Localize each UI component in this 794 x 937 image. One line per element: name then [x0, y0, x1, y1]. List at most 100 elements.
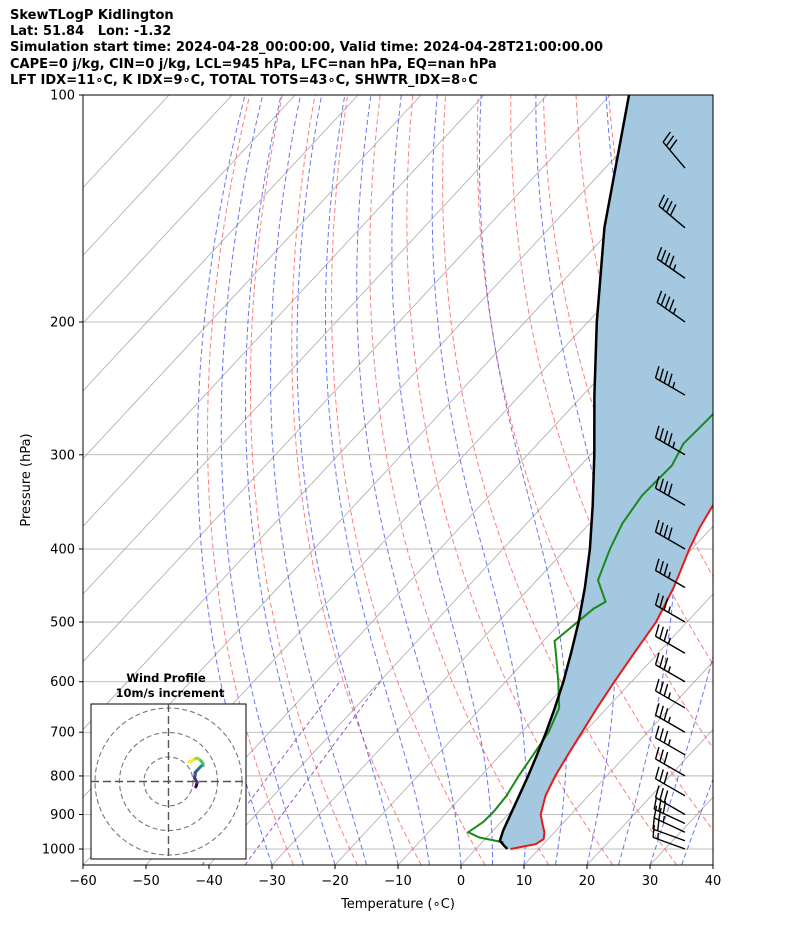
isotherm-gridline: [83, 95, 548, 595]
hodograph: [91, 704, 246, 859]
barb-flag: [663, 730, 669, 744]
moist-adiabat: [325, 95, 430, 865]
barb-flag: [662, 131, 671, 143]
barb-half-flag: [672, 441, 676, 448]
x-tick-label: 30: [642, 874, 659, 889]
wind-barb: [654, 652, 686, 683]
barb-flag: [654, 746, 660, 760]
moist-adiabat: [356, 95, 462, 865]
barb-shaft: [655, 377, 686, 396]
wind-barb: [654, 678, 686, 709]
x-tick-label: −40: [195, 874, 222, 889]
barb-flag: [667, 373, 673, 386]
moist-adiabat: [479, 95, 568, 865]
barb-flag: [668, 299, 675, 312]
barb-flag: [658, 194, 665, 207]
barb-flag: [659, 681, 664, 694]
barb-half-flag: [672, 264, 677, 271]
chart-title: SkewTLogP Kidlington: [10, 8, 174, 23]
wind-barb: [654, 365, 686, 396]
y-tick-label: 500: [50, 616, 75, 631]
barb-flag: [654, 624, 660, 637]
indices-line: LFT IDX=11∘C, K IDX=9∘C, TOTAL TOTS=43∘C…: [10, 72, 478, 88]
moist-adiabat: [681, 777, 713, 865]
dry-adiabat: [442, 95, 678, 865]
barb-shaft: [655, 487, 686, 506]
barb-flag: [659, 478, 664, 491]
y-tick-label: 200: [50, 315, 75, 330]
barb-flag: [663, 597, 669, 611]
moist-adiabat: [649, 95, 713, 865]
barb-shaft: [653, 808, 686, 825]
barb-flag: [658, 807, 662, 821]
barb-flag: [660, 293, 667, 306]
barb-flag: [663, 708, 669, 721]
wind-barb: [662, 131, 686, 169]
y-tick-label: 900: [50, 808, 75, 823]
barb-shaft: [655, 635, 686, 654]
barb-flag: [665, 135, 675, 147]
x-tick-label: 20: [579, 874, 596, 889]
barb-flag: [662, 197, 669, 210]
moist-adiabat: [745, 95, 794, 865]
barb-flag: [653, 805, 658, 818]
wind-barb: [654, 519, 686, 550]
moist-adiabat: [220, 95, 304, 865]
isotherm-gridline: [83, 95, 611, 663]
barb-flag: [654, 652, 660, 665]
dry-adiabat: [330, 95, 486, 865]
dry-adiabat: [739, 95, 794, 865]
isotherm-gridline: [712, 864, 713, 865]
y-tick-label: 700: [50, 726, 75, 741]
y-tick-label: 300: [50, 448, 75, 463]
barb-shaft: [655, 714, 686, 733]
moist-adiabat: [296, 95, 399, 865]
barb-flag: [654, 476, 660, 489]
x-tick-label: −50: [132, 874, 159, 889]
x-tick-label: −30: [258, 874, 285, 889]
wind-barb: [654, 425, 686, 456]
isotherm-gridline: [83, 95, 359, 392]
y-tick-label: 800: [50, 769, 75, 784]
inset-title: Wind Profile: [126, 671, 206, 685]
wind-barb: [654, 746, 686, 777]
barb-flag: [654, 519, 660, 533]
isotherm-gridline: [397, 525, 713, 865]
wind-barb: [652, 825, 686, 850]
x-tick-label: 0: [457, 874, 465, 889]
barb-flag: [663, 657, 669, 670]
barb-flag: [653, 796, 658, 810]
barb-flag: [659, 787, 664, 801]
barb-flag: [654, 592, 660, 606]
barb-flag: [660, 249, 667, 262]
barb-flag: [663, 771, 669, 784]
barb-flag: [654, 365, 660, 379]
barb-flag: [663, 629, 669, 642]
barb-flag: [654, 766, 660, 779]
barb-flag: [663, 430, 669, 443]
moist-adiabat: [270, 95, 367, 865]
wind-barb: [654, 558, 686, 589]
barb-flag: [654, 785, 660, 798]
wind-barb: [658, 194, 686, 229]
moist-adiabat: [535, 95, 616, 865]
parcel-shade-layer: [499, 95, 713, 849]
barb-half-flag: [667, 739, 671, 746]
x-tick-label: −10: [384, 874, 411, 889]
barb-flag: [669, 139, 678, 151]
isotherm-gridline: [586, 728, 713, 865]
y-tick-label: 600: [50, 675, 75, 690]
mixing-ratio-line: [244, 681, 381, 865]
chart-title-block: SkewTLogP Kidlington Lat: 51.84 Lon: -1.…: [10, 8, 603, 89]
barb-shaft: [655, 796, 686, 816]
barb-flag: [659, 655, 664, 668]
barb-flag: [659, 769, 664, 782]
wind-barb: [656, 246, 686, 279]
dry-adiabat: [476, 95, 713, 831]
barb-shaft: [655, 531, 686, 550]
barb-half-flag: [667, 692, 671, 699]
wind-barb: [656, 290, 686, 323]
barb-flag: [659, 522, 664, 535]
cape-line: CAPE=0 j/kg, CIN=0 j/kg, LCL=945 hPa, LF…: [10, 56, 497, 72]
